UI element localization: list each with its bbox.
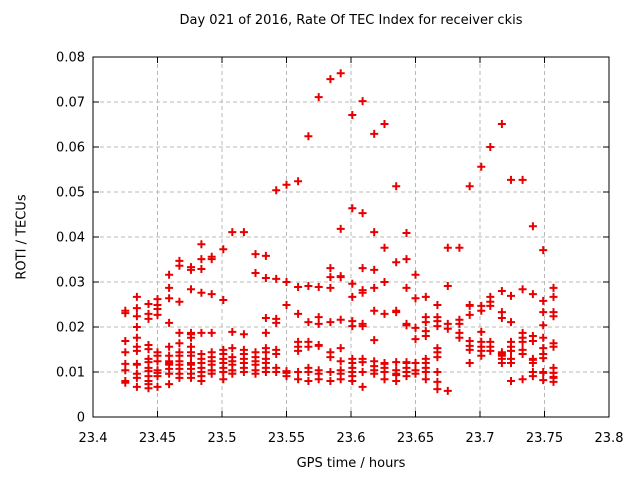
x-tick-label: 23.6 — [337, 431, 366, 446]
x-tick-label: 23.55 — [268, 431, 305, 446]
data-points — [121, 69, 558, 395]
y-tick-label: 0.05 — [56, 186, 85, 201]
y-tick-label: 0.07 — [56, 96, 85, 111]
x-tick-label: 23.65 — [397, 431, 434, 446]
y-tick-label: 0 — [77, 411, 85, 426]
y-tick-label: 0.01 — [56, 366, 85, 381]
x-tick-label: 23.45 — [139, 431, 176, 446]
x-tick-label: 23.5 — [208, 431, 237, 446]
x-tick-label: 23.75 — [526, 431, 563, 446]
x-tick-label: 23.7 — [466, 431, 495, 446]
y-tick-label: 0.02 — [56, 321, 85, 336]
y-tick-label: 0.08 — [56, 51, 85, 66]
x-tick-label: 23.8 — [595, 431, 624, 446]
x-tick-label: 23.4 — [79, 431, 108, 446]
y-tick-label: 0.04 — [56, 231, 85, 246]
chart-title: Day 021 of 2016, Rate Of TEC Index for r… — [179, 13, 523, 28]
y-tick-label: 0.03 — [56, 276, 85, 291]
x-axis-label: GPS time / hours — [296, 456, 406, 471]
y-tick-label: 0.06 — [56, 141, 85, 156]
